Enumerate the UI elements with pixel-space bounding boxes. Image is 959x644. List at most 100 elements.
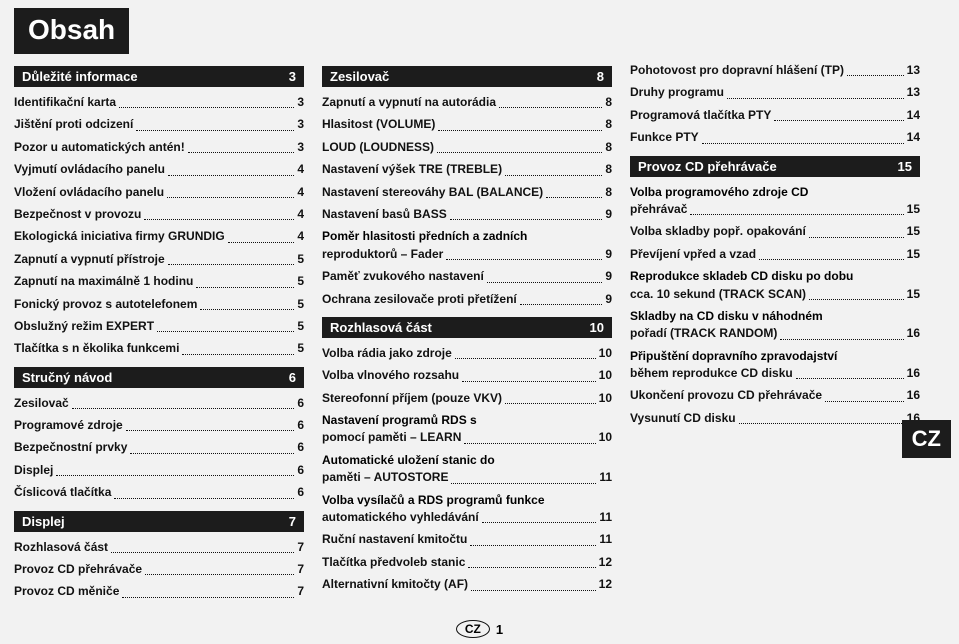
toc-label: Zesilovač bbox=[14, 395, 69, 412]
toc-label: pomocí paměti – LEARN bbox=[322, 429, 461, 446]
page-title: Obsah bbox=[14, 8, 129, 54]
toc-section-title: Zesilovač bbox=[330, 69, 389, 84]
toc-label-line: Volba programového zdroje CD bbox=[630, 184, 920, 201]
toc-entry: Nastavení programů RDS spomocí paměti – … bbox=[322, 412, 612, 447]
toc-section-title: Displej bbox=[22, 514, 65, 529]
toc-row: cca. 10 sekund (TRACK SCAN) 15 bbox=[630, 286, 920, 303]
toc-row: Pozor u automatických antén!3 bbox=[14, 139, 304, 156]
toc-leader bbox=[499, 107, 602, 108]
toc-label-line: Nastavení programů RDS s bbox=[322, 412, 612, 429]
toc-label: Volba vlnového rozsahu bbox=[322, 367, 459, 384]
toc-leader bbox=[809, 299, 904, 300]
toc-leader bbox=[446, 259, 602, 260]
toc-row: Nastavení stereováhy BAL (BALANCE)8 bbox=[322, 184, 612, 201]
toc-leader bbox=[228, 242, 295, 243]
toc-label: cca. 10 sekund (TRACK SCAN) bbox=[630, 286, 806, 303]
toc-page-number: 14 bbox=[907, 129, 920, 146]
toc-page-number: 15 bbox=[907, 286, 920, 303]
toc-row: Rozhlasová část 7 bbox=[14, 539, 304, 556]
toc-page-number: 8 bbox=[605, 94, 612, 111]
toc-label: Programová tlačítka PTY bbox=[630, 107, 771, 124]
toc-row: Nastavení basů BASS 9 bbox=[322, 206, 612, 223]
toc-label: Zapnutí a vypnutí na autorádia bbox=[322, 94, 496, 111]
toc-label: Nastavení basů BASS bbox=[322, 206, 447, 223]
toc-leader bbox=[796, 378, 904, 379]
toc-row: Stereofonní příjem (pouze VKV) 10 bbox=[322, 390, 612, 407]
toc-leader bbox=[122, 597, 294, 598]
toc-page-number: 9 bbox=[605, 206, 612, 223]
toc-section-title: Stručný návod bbox=[22, 370, 112, 385]
toc-label: během reprodukce CD disku bbox=[630, 365, 793, 382]
toc-label: Pohotovost pro dopravní hlášení (TP) bbox=[630, 62, 844, 79]
toc-page-number: 12 bbox=[599, 576, 612, 593]
toc-leader bbox=[72, 408, 295, 409]
toc-leader bbox=[119, 107, 294, 108]
page-footer: CZ 1 bbox=[0, 620, 959, 638]
toc-page-number: 11 bbox=[599, 509, 612, 526]
toc-label: Zapnutí a vypnutí přístroje bbox=[14, 251, 165, 268]
toc-leader bbox=[774, 120, 903, 121]
toc-page-number: 10 bbox=[599, 390, 612, 407]
toc-row: Zapnutí a vypnutí přístroje5 bbox=[14, 251, 304, 268]
toc-leader bbox=[455, 358, 596, 359]
toc-label: reproduktorů – Fader bbox=[322, 246, 443, 263]
toc-leader bbox=[487, 282, 603, 283]
toc-label: Provoz CD přehrávače bbox=[14, 561, 142, 578]
toc-section-header: Důležité informace3 bbox=[14, 66, 304, 87]
toc-page-number: 7 bbox=[297, 583, 304, 600]
toc-leader bbox=[520, 304, 603, 305]
toc-row: Provoz CD měniče7 bbox=[14, 583, 304, 600]
toc-leader bbox=[505, 403, 596, 404]
toc-leader bbox=[462, 381, 596, 382]
toc-page-number: 15 bbox=[907, 223, 920, 240]
toc-leader bbox=[200, 309, 294, 310]
toc-section-header: Rozhlasová část10 bbox=[322, 317, 612, 338]
toc-label: Zapnutí na maximálně 1 hodinu bbox=[14, 273, 193, 290]
toc-label: Tlačítka s n ěkolika funkcemi bbox=[14, 340, 179, 357]
language-badge: CZ bbox=[902, 420, 951, 458]
toc-entry: Automatické uložení stanic dopaměti – AU… bbox=[322, 452, 612, 487]
toc-row: Vyjmutí ovládacího panelu4 bbox=[14, 161, 304, 178]
toc-label: Ruční nastavení kmitočtu bbox=[322, 531, 467, 548]
toc-label: Rozhlasová část bbox=[14, 539, 108, 556]
toc-section-header: Zesilovač 8 bbox=[322, 66, 612, 87]
toc-leader bbox=[188, 152, 295, 153]
toc-leader bbox=[130, 453, 294, 454]
toc-label: přehrávač bbox=[630, 201, 687, 218]
toc-label: Volba rádia jako zdroje bbox=[322, 345, 452, 362]
toc-leader bbox=[157, 331, 294, 332]
toc-row: Vysunutí CD disku16 bbox=[630, 410, 920, 427]
toc-row: Fonický provoz s autotelefonem5 bbox=[14, 296, 304, 313]
toc-page-number: 13 bbox=[907, 62, 920, 79]
toc-label: Vložení ovládacího panelu bbox=[14, 184, 164, 201]
toc-page-number: 16 bbox=[907, 387, 920, 404]
toc-page-number: 11 bbox=[599, 531, 612, 548]
toc-leader bbox=[809, 237, 904, 238]
toc-leader bbox=[825, 401, 904, 402]
toc-page-number: 11 bbox=[599, 469, 612, 486]
toc-section-page: 8 bbox=[597, 69, 604, 84]
toc-row: Funkce PTY14 bbox=[630, 129, 920, 146]
toc-label: Vyjmutí ovládacího panelu bbox=[14, 161, 165, 178]
toc-row: během reprodukce CD disku16 bbox=[630, 365, 920, 382]
toc-row: Tlačítka s n ěkolika funkcemi5 bbox=[14, 340, 304, 357]
toc-leader bbox=[690, 214, 903, 215]
toc-page-number: 12 bbox=[599, 554, 612, 571]
toc-page-number: 10 bbox=[599, 367, 612, 384]
toc-label: Obslužný režim EXPERT bbox=[14, 318, 154, 335]
toc-leader bbox=[196, 287, 294, 288]
toc-page-number: 8 bbox=[605, 184, 612, 201]
toc-label: Fonický provoz s autotelefonem bbox=[14, 296, 197, 313]
toc-section-title: Provoz CD přehrávače bbox=[638, 159, 777, 174]
toc-leader bbox=[114, 498, 294, 499]
toc-label: Displej bbox=[14, 462, 53, 479]
toc-leader bbox=[144, 219, 294, 220]
toc-page-number: 4 bbox=[297, 206, 304, 223]
toc-label: Stereofonní příjem (pouze VKV) bbox=[322, 390, 502, 407]
toc-entry: Poměr hlasitosti předních a zadníchrepro… bbox=[322, 228, 612, 263]
toc-label: Alternativní kmitočty (AF) bbox=[322, 576, 468, 593]
toc-page-number: 6 bbox=[297, 395, 304, 412]
toc-page-number: 7 bbox=[297, 539, 304, 556]
toc-row: Ukončení provozu CD přehrávače16 bbox=[630, 387, 920, 404]
toc-label-line: Reprodukce skladeb CD disku po dobu bbox=[630, 268, 920, 285]
